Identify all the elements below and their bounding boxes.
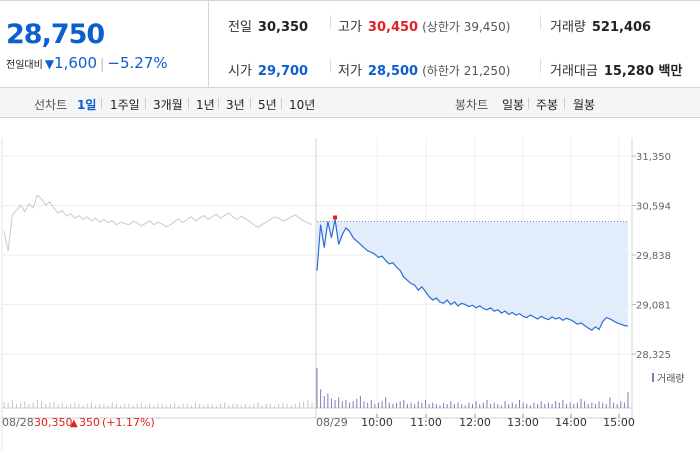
amount-value: 15,280 백만 — [603, 64, 683, 79]
tab-divider — [250, 98, 251, 109]
x-tick-label: 14:00 — [555, 416, 587, 429]
prev-day-series — [3, 194, 313, 252]
volume-legend-swatch — [652, 373, 654, 382]
price-chart-area: 31,350 30,594 29,838 29,081 28,325 거래량 08/28… — [0, 118, 700, 450]
change-divider: | — [100, 57, 105, 72]
x-tick-label: 10:00 — [361, 416, 393, 429]
tab-divider — [101, 98, 102, 109]
tab-3y[interactable]: 3년 — [226, 98, 245, 112]
tab-weekly-candle[interactable]: 주봉 — [536, 98, 559, 112]
tab-1d[interactable]: 1일 — [77, 98, 97, 112]
change-row: 전일대비 ▼1,600 | −5.27% — [6, 54, 168, 72]
amount-cell: 거래대금 15,280 백만 — [550, 60, 682, 79]
divider — [540, 59, 541, 73]
x-tick-label: 13:00 — [507, 416, 539, 429]
change-percent: −5.27% — [107, 54, 168, 72]
tab-divider — [564, 98, 565, 109]
chart-period-tabbar: 선차트 1일 1주일 3개월 1년 3년 5년 10년 봉차트 일봉 주봉 월봉 — [0, 88, 700, 118]
upper-limit: (상한가 39,450) — [422, 20, 511, 34]
volume-cell: 거래량 521,406 — [550, 16, 651, 35]
tab-1w[interactable]: 1주일 — [110, 98, 140, 112]
open-label: 시가 — [228, 64, 252, 79]
tab-daily-candle[interactable]: 일봉 — [502, 98, 525, 112]
prev-close-label: 30,350 — [34, 416, 73, 429]
prev-close-label: 전일 — [228, 20, 252, 35]
price-summary: 28,750 전일대비 ▼1,600 | −5.27% — [0, 1, 209, 88]
high-cell: 고가 30,450 (상한가 39,450) — [338, 16, 510, 35]
today-area-fill — [317, 219, 628, 331]
tab-3m[interactable]: 3개월 — [153, 98, 183, 112]
low-value: 28,500 — [367, 64, 419, 79]
low-label: 저가 — [338, 64, 362, 79]
tab-divider — [528, 98, 529, 109]
tab-divider — [218, 98, 219, 109]
prev-close-value: 30,350 — [257, 20, 309, 35]
today-date-label: 08/29 — [316, 416, 348, 429]
lower-limit: (하한가 21,250) — [422, 64, 511, 78]
divider — [540, 15, 541, 29]
candle-chart-label: 봉차트 — [455, 98, 489, 112]
volume-value: 521,406 — [591, 20, 652, 35]
y-tick-label: 30,594 — [636, 202, 671, 213]
low-cell: 저가 28,500 (하한가 21,250) — [338, 60, 510, 79]
chart-axes: 31,350 30,594 29,838 29,081 28,325 — [632, 152, 671, 361]
prev-change-arrow: ▲ — [70, 418, 78, 429]
chart-footer: 08/28 30,350▲ 350 (+1.17%) 08/29 10:00 11:00 12… — [2, 414, 635, 429]
today-series — [316, 215, 629, 331]
quote-header: 28,750 전일대비 ▼1,600 | −5.27% 전일 30,350 고가 30,4… — [0, 0, 700, 88]
tab-1y[interactable]: 1년 — [196, 98, 215, 112]
y-tick-label: 29,081 — [636, 301, 671, 312]
down-arrow-icon: ▼ — [44, 57, 55, 71]
y-tick-label: 28,325 — [636, 350, 671, 361]
tab-divider — [281, 98, 282, 109]
high-value: 30,450 — [367, 20, 419, 35]
today-price-line — [316, 219, 629, 331]
y-tick-label: 29,838 — [636, 251, 671, 262]
x-tick-label: 11:00 — [410, 416, 442, 429]
x-tick-label: 12:00 — [459, 416, 491, 429]
tab-10y[interactable]: 10년 — [289, 98, 316, 112]
volume-legend-label: 거래량 — [657, 373, 685, 385]
change-label: 전일대비 — [6, 60, 43, 71]
day-high-marker — [333, 215, 338, 220]
high-label: 고가 — [338, 20, 362, 35]
open-value: 29,700 — [257, 64, 309, 79]
prev-close-cell: 전일 30,350 — [228, 16, 308, 35]
prev-date-label: 08/28 — [2, 416, 34, 429]
line-chart-label: 선차트 — [34, 98, 68, 112]
y-tick-label: 31,350 — [636, 152, 671, 163]
divider — [330, 59, 331, 73]
volume-bars: 거래량 — [2, 368, 685, 409]
open-cell: 시가 29,700 — [228, 60, 308, 79]
change-value: 1,600 — [54, 54, 97, 72]
amount-label: 거래대금 — [550, 64, 598, 79]
prev-day-line — [3, 194, 313, 252]
prev-change-value: 350 — [79, 416, 100, 429]
tab-divider — [188, 98, 189, 109]
tab-monthly-candle[interactable]: 월봉 — [573, 98, 596, 112]
current-price: 28,750 — [6, 19, 105, 50]
prev-change-percent: (+1.17%) — [102, 416, 155, 429]
volume-label: 거래량 — [550, 20, 586, 35]
tab-divider — [145, 98, 146, 109]
divider — [330, 15, 331, 29]
tab-5y[interactable]: 5년 — [258, 98, 277, 112]
intraday-chart[interactable]: 31,350 30,594 29,838 29,081 28,325 거래량 08/28… — [0, 118, 700, 450]
x-tick-label: 15:00 — [603, 416, 635, 429]
